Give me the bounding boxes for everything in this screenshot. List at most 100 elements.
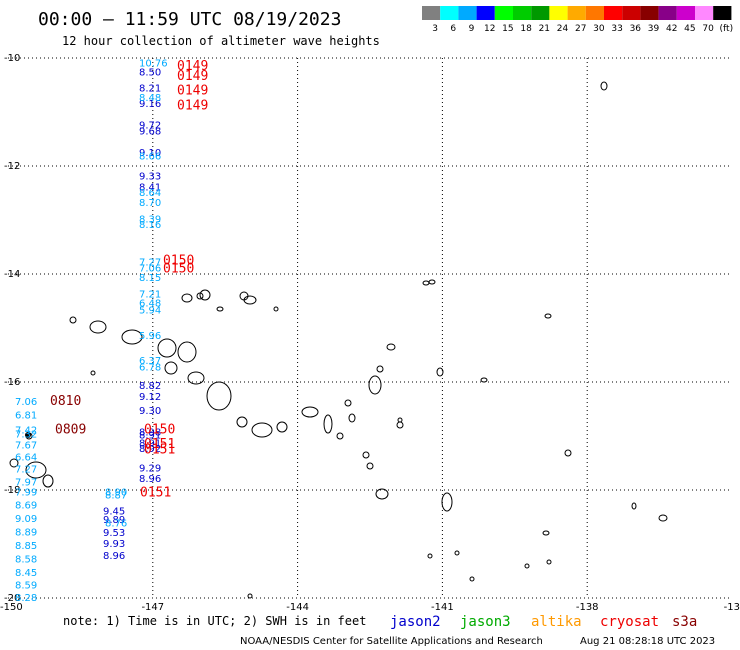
colorbar-swatch — [531, 6, 550, 20]
colorbar-swatch — [494, 6, 513, 20]
wave-height-label: 7.06 — [139, 264, 161, 275]
wave-height-label: 8.82 — [139, 381, 161, 392]
legend-item: s3a — [672, 614, 697, 630]
island-outline — [480, 377, 488, 383]
colorbar-label: 30 — [593, 24, 605, 34]
wave-height-label: 7.32 — [15, 429, 37, 440]
wave-height-label: 10.76 — [139, 58, 168, 69]
island-outline — [323, 414, 333, 434]
colorbar-label: 42 — [666, 24, 677, 34]
island-outline — [301, 406, 319, 418]
legend-item: jason2 — [390, 614, 441, 630]
island-outline — [376, 365, 384, 373]
y-tick-label: -10 — [4, 53, 20, 64]
wave-height-label: 8.41 — [139, 183, 161, 194]
island-outline — [441, 492, 453, 512]
wave-height-label: 9.72 — [139, 120, 161, 131]
island-outline — [181, 293, 193, 303]
island-outline — [90, 370, 96, 376]
island-outline — [236, 416, 248, 428]
wave-height-label: 8.89 — [15, 528, 37, 539]
wave-height-label: 8.98 — [139, 428, 161, 439]
island-dot — [25, 432, 31, 438]
island-outline — [239, 291, 249, 301]
island-outline — [366, 462, 374, 470]
x-tick-label: -13 — [724, 602, 740, 613]
island-outline — [157, 338, 177, 358]
y-tick-label: -18 — [4, 485, 20, 496]
island-outline — [216, 306, 224, 312]
colorbar-swatch — [440, 6, 459, 20]
wave-height-label: 0151 — [144, 443, 175, 458]
island-outline — [564, 449, 572, 457]
wave-height-label: 8.64 — [139, 188, 161, 199]
colorbar-label: 36 — [630, 24, 642, 34]
wave-height-label: 8.69 — [15, 501, 37, 512]
wave-height-label: 6.37 — [139, 356, 161, 367]
wave-height-label: 8.70 — [139, 198, 161, 209]
wave-height-label: 8.45 — [15, 568, 37, 579]
island-outline — [196, 292, 204, 300]
y-tick-label: -12 — [4, 161, 20, 172]
x-tick-label: -141 — [431, 602, 454, 613]
colorbar-swatch — [585, 6, 604, 20]
wave-height-label: 8.91 — [139, 438, 161, 449]
wave-height-label: 8.48 — [139, 93, 161, 104]
footer-timestamp: Aug 21 08:28:18 UTC 2023 — [580, 636, 715, 647]
island-outline — [25, 461, 47, 479]
y-tick-label: -20 — [4, 593, 20, 604]
colorbar-swatch — [422, 6, 441, 20]
island-outline — [524, 563, 530, 569]
colorbar-swatch — [549, 6, 568, 20]
island-outline — [89, 320, 107, 334]
colorbar-swatch — [604, 6, 623, 20]
island-outline — [206, 381, 232, 411]
island-outline — [428, 279, 436, 285]
island-outline — [427, 553, 433, 559]
wave-height-label: 7.21 — [139, 289, 161, 300]
grid-lines — [8, 57, 732, 599]
wave-height-label: 0151 — [140, 486, 171, 501]
colorbar-swatch — [513, 6, 532, 20]
wave-height-label: 8.39 — [139, 214, 161, 225]
wave-height-label: 8.92 — [139, 444, 161, 455]
wave-height-label: 8.85 — [15, 541, 37, 552]
colorbar-swatch — [713, 6, 732, 20]
colorbar-label: 21 — [539, 24, 550, 34]
colorbar-swatch — [567, 6, 586, 20]
island-outline — [542, 530, 550, 536]
y-tick-label: -16 — [4, 377, 20, 388]
wave-height-label: 5.96 — [139, 331, 161, 342]
x-tick-label: -147 — [141, 602, 164, 613]
wave-height-label: 8.16 — [139, 220, 161, 231]
island-outline — [344, 399, 352, 407]
island-outline — [9, 458, 19, 468]
colorbar-label: 18 — [520, 24, 532, 34]
wave-height-label: 0810 — [50, 394, 81, 409]
island-outline — [600, 81, 608, 91]
wave-height-label: 8.90 — [105, 488, 127, 499]
wave-height-label: 8.96 — [103, 551, 125, 562]
chart-title: 00:00 – 11:59 UTC 08/19/2023 — [38, 9, 341, 30]
island-outline — [658, 514, 668, 522]
wave-height-label: 7.99 — [15, 488, 37, 499]
colorbar-label: 33 — [611, 24, 622, 34]
wave-height-label: 9.16 — [139, 99, 161, 110]
wave-height-label: 9.10 — [139, 148, 161, 159]
island-outline — [276, 421, 288, 433]
colorbar-swatch — [476, 6, 495, 20]
island-outline — [368, 375, 382, 395]
wave-height-label: 8.66 — [139, 152, 161, 163]
wave-height-label: 9.89 — [103, 515, 125, 526]
y-tick-label: -14 — [4, 269, 20, 280]
wave-height-label: 7.27 — [139, 258, 161, 269]
wave-height-label: 9.29 — [139, 463, 161, 474]
note-text: note: 1) Time is in UTC; 2) SWH is in fe… — [63, 614, 366, 628]
colorbar-swatch — [458, 6, 477, 20]
wave-height-label: 8.91 — [139, 430, 161, 441]
wave-height-label: 9.93 — [103, 539, 125, 550]
wave-height-label: 0150 — [163, 254, 194, 269]
wave-height-label: 8.58 — [15, 555, 37, 566]
island-outlines — [9, 81, 668, 599]
island-outline — [273, 306, 279, 312]
